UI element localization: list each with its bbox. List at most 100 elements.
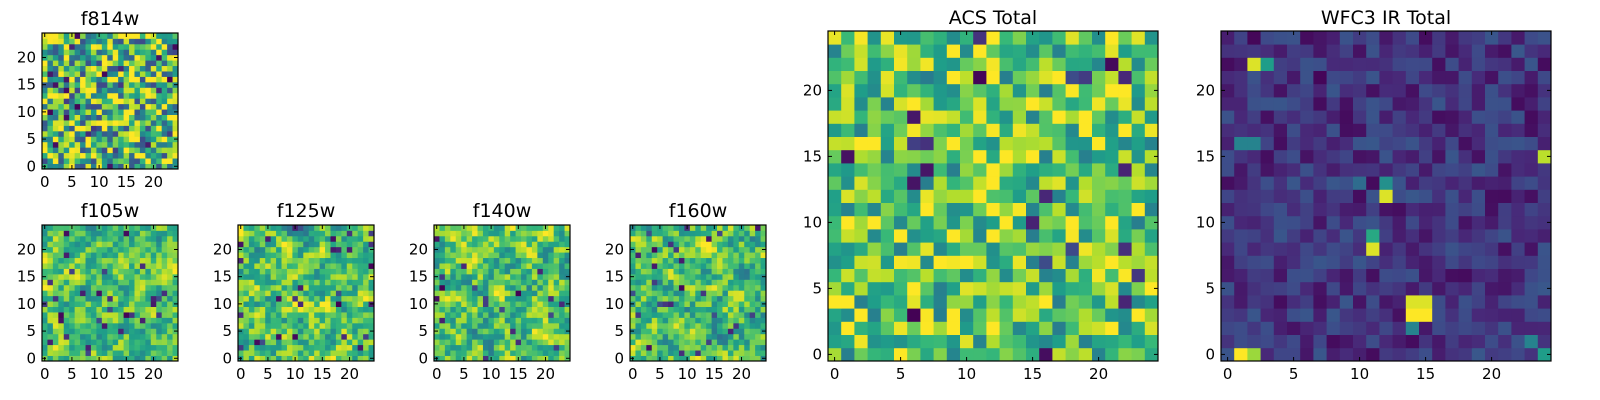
heatmap-cell	[118, 339, 124, 346]
heatmap-cell	[678, 328, 685, 335]
heatmap-cell	[828, 136, 842, 151]
heatmap-cell	[243, 322, 250, 329]
heatmap-cell	[1144, 347, 1159, 362]
heatmap-cell	[1234, 176, 1248, 190]
heatmap-cell	[1366, 31, 1380, 45]
heatmap-cell	[167, 109, 173, 115]
heatmap-cell	[357, 273, 364, 280]
heatmap-cell	[760, 268, 767, 275]
heatmap-cell	[270, 333, 277, 340]
heatmap-cell	[695, 333, 702, 340]
heatmap-cell	[482, 235, 489, 242]
heatmap-cell	[156, 152, 163, 159]
heatmap-cell	[1339, 57, 1354, 71]
heatmap-cell	[150, 49, 157, 56]
heatmap-cell	[472, 295, 478, 302]
heatmap-cell	[727, 252, 734, 259]
heatmap-cell	[42, 38, 48, 45]
heatmap-cell	[314, 306, 320, 313]
heatmap-cell	[1247, 176, 1261, 190]
heatmap-cell	[112, 87, 119, 94]
heatmap-cell	[150, 301, 157, 307]
heatmap-cell	[1065, 295, 1080, 309]
heatmap-cell	[960, 57, 974, 71]
heatmap-cell	[85, 235, 92, 242]
heatmap-cell	[330, 246, 337, 253]
heatmap-cell	[1234, 308, 1248, 322]
heatmap-cell	[1065, 189, 1080, 203]
heatmap-cell	[1405, 123, 1420, 137]
heatmap-cell	[1326, 281, 1341, 296]
heatmap-cell	[69, 284, 76, 291]
heatmap-cell	[1026, 321, 1040, 335]
heatmap-cell	[1432, 163, 1446, 177]
heatmap-cell	[907, 334, 921, 349]
heatmap-cell	[755, 235, 761, 242]
heatmap-cell	[139, 141, 146, 148]
heatmap-cell	[63, 350, 70, 356]
heatmap-cell	[1405, 295, 1420, 309]
heatmap-cell	[999, 229, 1014, 243]
heatmap-cell	[907, 308, 921, 322]
heatmap-cell	[118, 158, 124, 164]
heatmap-cell	[101, 257, 108, 264]
heatmap-cell	[47, 268, 54, 275]
heatmap-cell	[1537, 295, 1552, 309]
heatmap-cell	[1131, 163, 1146, 177]
heatmap-cell	[145, 295, 152, 302]
heatmap-cell	[548, 301, 555, 307]
heatmap-cell	[101, 301, 108, 307]
heatmap-cell	[1511, 31, 1525, 45]
heatmap-cell	[504, 306, 511, 313]
heatmap-cell	[1078, 31, 1093, 45]
heatmap-cell	[42, 333, 48, 340]
heatmap-cell	[335, 301, 342, 307]
heatmap-cell	[461, 246, 468, 253]
heatmap-cell	[542, 279, 549, 286]
heatmap-cell	[1379, 229, 1393, 243]
heatmap-cell	[303, 301, 310, 307]
heatmap-cell	[145, 284, 152, 291]
heatmap-cell	[651, 355, 658, 362]
heatmap-cell	[678, 312, 685, 318]
heatmap-cell	[286, 350, 293, 356]
heatmap-cell	[933, 334, 948, 349]
heatmap-cell	[920, 268, 934, 283]
heatmap-cell	[1511, 70, 1525, 85]
heatmap-cell	[689, 252, 696, 259]
heatmap-cell	[118, 257, 124, 264]
heatmap-cell	[1379, 97, 1393, 111]
heatmap-cell	[673, 317, 680, 324]
heatmap-cell	[167, 49, 173, 56]
heatmap-cell	[630, 284, 636, 291]
heatmap-cell	[341, 333, 348, 340]
heatmap-cell	[657, 290, 664, 297]
heatmap-cell	[1392, 295, 1407, 309]
heatmap-cell	[118, 81, 124, 88]
heatmap-cell	[1221, 242, 1235, 256]
heatmap-cell	[150, 60, 157, 67]
heatmap-cell	[999, 268, 1014, 283]
heatmap-cell	[706, 230, 712, 237]
heatmap-cell	[134, 295, 141, 302]
heatmap-cell	[755, 268, 761, 275]
heatmap-cell	[504, 225, 511, 231]
heatmap-cell	[1313, 44, 1327, 58]
heatmap-cell	[493, 312, 500, 318]
heatmap-cell	[101, 322, 108, 329]
heatmap-cell	[537, 257, 544, 264]
heatmap-cell	[167, 263, 173, 269]
heatmap-cell	[488, 317, 495, 324]
heatmap-cell	[112, 49, 119, 56]
heatmap-cell	[363, 284, 369, 291]
heatmap-cell	[357, 284, 364, 291]
heatmap-cell	[755, 328, 761, 335]
heatmap-cell	[58, 284, 65, 291]
heatmap-cell	[129, 333, 135, 340]
heatmap-cell	[973, 163, 987, 177]
heatmap-cell	[744, 225, 751, 231]
heatmap-cell	[1366, 110, 1380, 124]
heatmap-cell	[841, 308, 855, 322]
heatmap-cell	[52, 252, 59, 259]
